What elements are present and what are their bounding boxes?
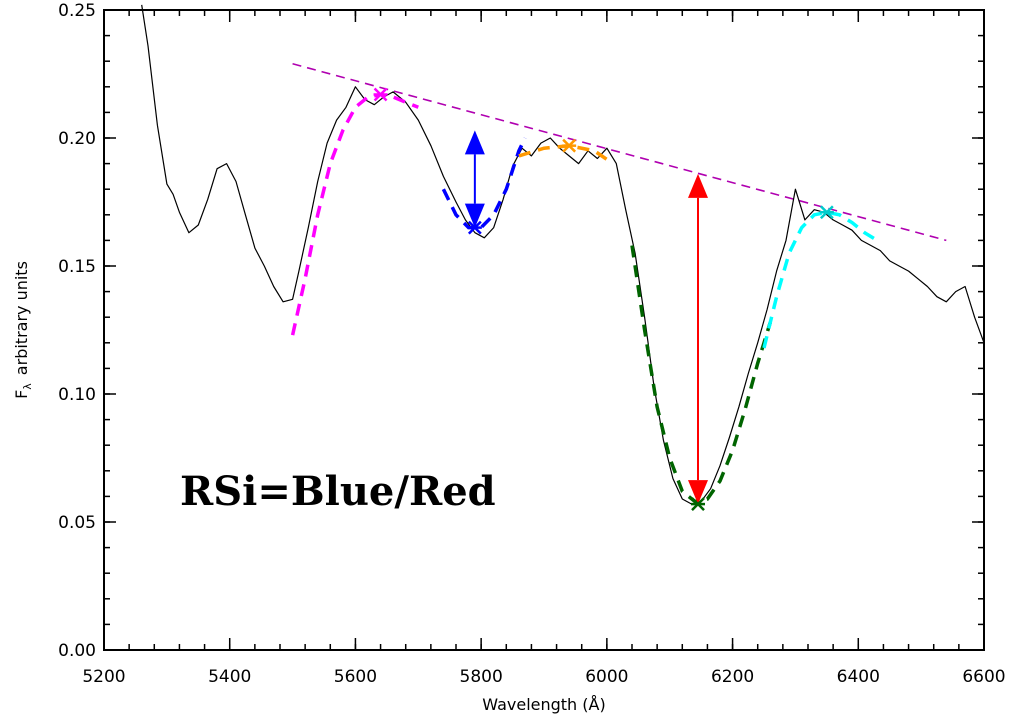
spectrum-layer [141, 4, 985, 505]
fit-marker-3 [691, 497, 705, 511]
y-tick-label: 0.20 [58, 129, 96, 149]
fit-curve-1 [441, 137, 527, 230]
plot-frame [103, 9, 985, 651]
x-tick-label: 5200 [82, 667, 125, 687]
fit-curve-0 [290, 92, 419, 336]
fit-marker-2 [562, 138, 577, 153]
arrow-head-top-1 [688, 173, 708, 198]
x-tick-label: 6400 [837, 667, 880, 687]
y-tick-label: 0.00 [58, 641, 96, 661]
y-axis-label-main: F [12, 390, 31, 399]
x-tick-label: 6000 [585, 667, 628, 687]
fit-curve-4 [762, 210, 879, 349]
y-tick-label: 0.10 [58, 385, 96, 405]
arrow-head-bottom-1 [688, 480, 708, 505]
rsi-annotation: RSi=Blue/Red [180, 468, 496, 515]
y-tick-label: 0.05 [58, 513, 96, 533]
fit-curve-3 [630, 245, 772, 504]
y-axis-label-suffix: arbitrary units [12, 261, 31, 375]
arrow-head-bottom-0 [464, 203, 485, 228]
x-tick-label: 5800 [460, 667, 503, 687]
x-axis: 5200 5400 5600 5800 6000 6200 6400 6600 [82, 10, 1006, 687]
x-tick-label: 5400 [208, 667, 251, 687]
svg-text:Fλarbitrary units: Fλ arbitrary units [12, 261, 34, 399]
arrows-layer [464, 130, 708, 505]
x-tick-label: 6200 [711, 667, 754, 687]
arrow-head-top-0 [464, 130, 485, 155]
continuum-line [292, 62, 947, 242]
y-axis-label: Fλ arbitrary units [12, 261, 34, 399]
spectrum-line [141, 4, 985, 505]
x-tick-label: 5600 [334, 667, 377, 687]
markers-layer [373, 87, 834, 511]
x-tick-label: 6600 [962, 667, 1005, 687]
y-axis: 0.00 0.05 0.10 0.15 0.20 0.25 [58, 1, 984, 661]
fit-marker-4 [819, 205, 834, 220]
y-tick-label: 0.15 [58, 257, 96, 277]
y-axis-label-subscript: λ [21, 383, 34, 390]
fit-marker-1 [467, 220, 482, 235]
y-tick-label: 0.25 [58, 1, 96, 21]
continuum-layer [292, 62, 947, 242]
x-axis-label: Wavelength (Å) [482, 695, 605, 714]
fit-marker-0 [373, 87, 388, 102]
minor-ticks [103, 9, 985, 651]
